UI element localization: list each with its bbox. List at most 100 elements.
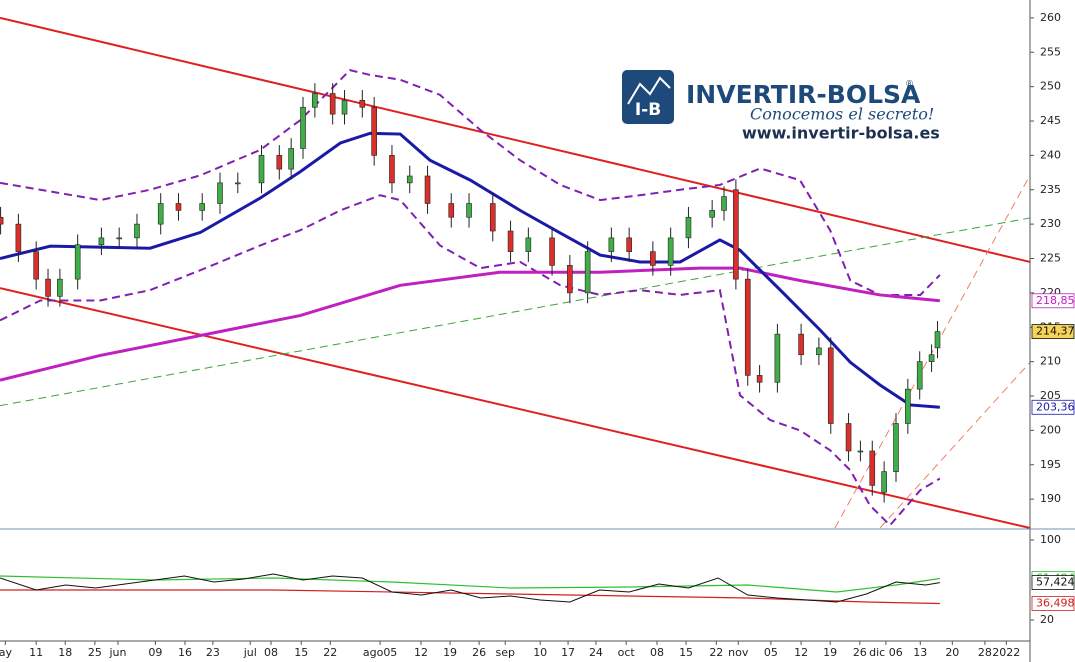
x-tick-label: 12 — [414, 646, 428, 659]
y-tick-label: 205 — [1040, 389, 1061, 402]
candle-body — [371, 106, 377, 156]
logo-url: www.invertir-bolsa.es — [742, 124, 940, 143]
y-tick-label: 230 — [1040, 217, 1061, 230]
y-tick-label: 20 — [1040, 613, 1054, 626]
x-tick-label: 20 — [945, 646, 959, 659]
x-tick-label: 05 — [764, 646, 778, 659]
series-line — [0, 589, 940, 605]
candle-body — [157, 203, 164, 225]
candle-body — [448, 203, 455, 218]
candle-body — [98, 237, 105, 246]
x-tick-label: 09 — [148, 646, 162, 659]
series-line — [0, 573, 940, 603]
y-tick-label: 240 — [1040, 148, 1061, 161]
logo-mark: ® — [905, 80, 914, 90]
logo-slogan: Conocemos el secreto! — [750, 105, 934, 124]
candle-body — [312, 93, 318, 108]
x-tick-label: 23 — [206, 646, 220, 659]
x-tick-label: 16 — [178, 646, 192, 659]
y-tick-label: 190 — [1040, 492, 1061, 505]
candle-body — [424, 175, 431, 204]
candle-body — [928, 354, 935, 362]
value-tag-box — [1031, 399, 1075, 415]
logo-icon — [622, 70, 674, 124]
x-tick-label: 15 — [679, 646, 693, 659]
candle-body — [329, 93, 336, 115]
candle-body — [567, 265, 573, 294]
series-line — [834, 175, 1031, 529]
value-tag-box — [1031, 324, 1075, 339]
candle-body — [845, 423, 852, 452]
value-tag-box — [1031, 596, 1075, 611]
value-tag-box — [1031, 293, 1075, 309]
candle-body — [234, 182, 241, 185]
y-tick-label: 235 — [1040, 183, 1061, 196]
series-line — [0, 266, 941, 382]
candle-body — [650, 251, 656, 266]
x-tick-label: dic 06 — [869, 646, 903, 659]
candle-body — [276, 155, 283, 170]
y-tick-label: 200 — [1040, 423, 1061, 436]
series-line — [0, 16, 1031, 263]
y-tick-label: 100 — [1040, 533, 1061, 546]
x-tick-label: jun — [109, 646, 127, 659]
candle-body — [15, 223, 22, 252]
candle-body — [134, 223, 140, 239]
candle-body — [33, 251, 39, 280]
candle-body — [584, 251, 591, 294]
logo-icon-chart — [627, 76, 671, 105]
series-line — [0, 131, 940, 409]
candle-body — [685, 216, 692, 239]
candle-body — [626, 237, 632, 252]
y-tick-label: 245 — [1040, 114, 1061, 127]
candle-body — [258, 155, 265, 184]
candle-body — [881, 471, 887, 493]
logo-name: INVERTIR-BOLSA — [686, 80, 921, 109]
x-tick-label: 24 — [589, 646, 603, 659]
candle-body — [667, 237, 674, 266]
x-tick-label: 26 — [472, 646, 486, 659]
series-line — [0, 575, 940, 593]
candle-body — [798, 333, 804, 356]
candle-body — [905, 388, 911, 424]
candle-body — [0, 216, 4, 225]
candle-body — [341, 100, 348, 115]
x-tick-label: 17 — [561, 646, 575, 659]
candle-body — [733, 189, 739, 280]
x-tick-label: 25 — [88, 646, 102, 659]
x-tick-label: 22 — [709, 646, 723, 659]
plot-layer: ay 11 18 25 jun 09 16 23 jul 08 15 22 ago05 12 19 26 sep… — [0, 16, 1034, 659]
x-tick-label: 10 — [533, 646, 547, 659]
x-tick-label: 08 — [264, 646, 278, 659]
candle-body — [916, 361, 923, 390]
candle-body — [406, 175, 413, 184]
x-tick-label: 18 — [58, 646, 72, 659]
x-tick-label: nov — [728, 646, 749, 659]
series-line — [879, 361, 1031, 529]
candle-body — [199, 203, 206, 211]
candle-body — [175, 203, 182, 211]
value-tag-box — [1031, 575, 1075, 590]
candle-body — [300, 106, 306, 149]
y-tick-label: 225 — [1040, 252, 1061, 265]
y-tick-label: 195 — [1040, 458, 1061, 471]
x-tick-label: ay — [0, 646, 12, 659]
candle-body — [827, 347, 834, 424]
series-line — [0, 194, 941, 527]
x-tick-label: 08 — [650, 646, 664, 659]
candle-body — [466, 203, 472, 218]
candle-body — [45, 278, 51, 297]
value-tag: 203,36 — [1036, 400, 1075, 413]
x-tick-label: 28 — [978, 646, 992, 659]
x-tick-label: 11 — [29, 646, 43, 659]
candle-body — [549, 237, 555, 266]
candle-body — [359, 100, 366, 108]
y-tick-label: 255 — [1040, 45, 1061, 58]
x-tick-label: jul — [243, 646, 257, 659]
candle-body — [857, 450, 864, 453]
tag-layer: 1901952002052102152202252302352402452502… — [1031, 11, 1075, 626]
candle-body — [217, 182, 223, 204]
series-line — [0, 287, 1031, 529]
candle-body — [288, 148, 294, 170]
